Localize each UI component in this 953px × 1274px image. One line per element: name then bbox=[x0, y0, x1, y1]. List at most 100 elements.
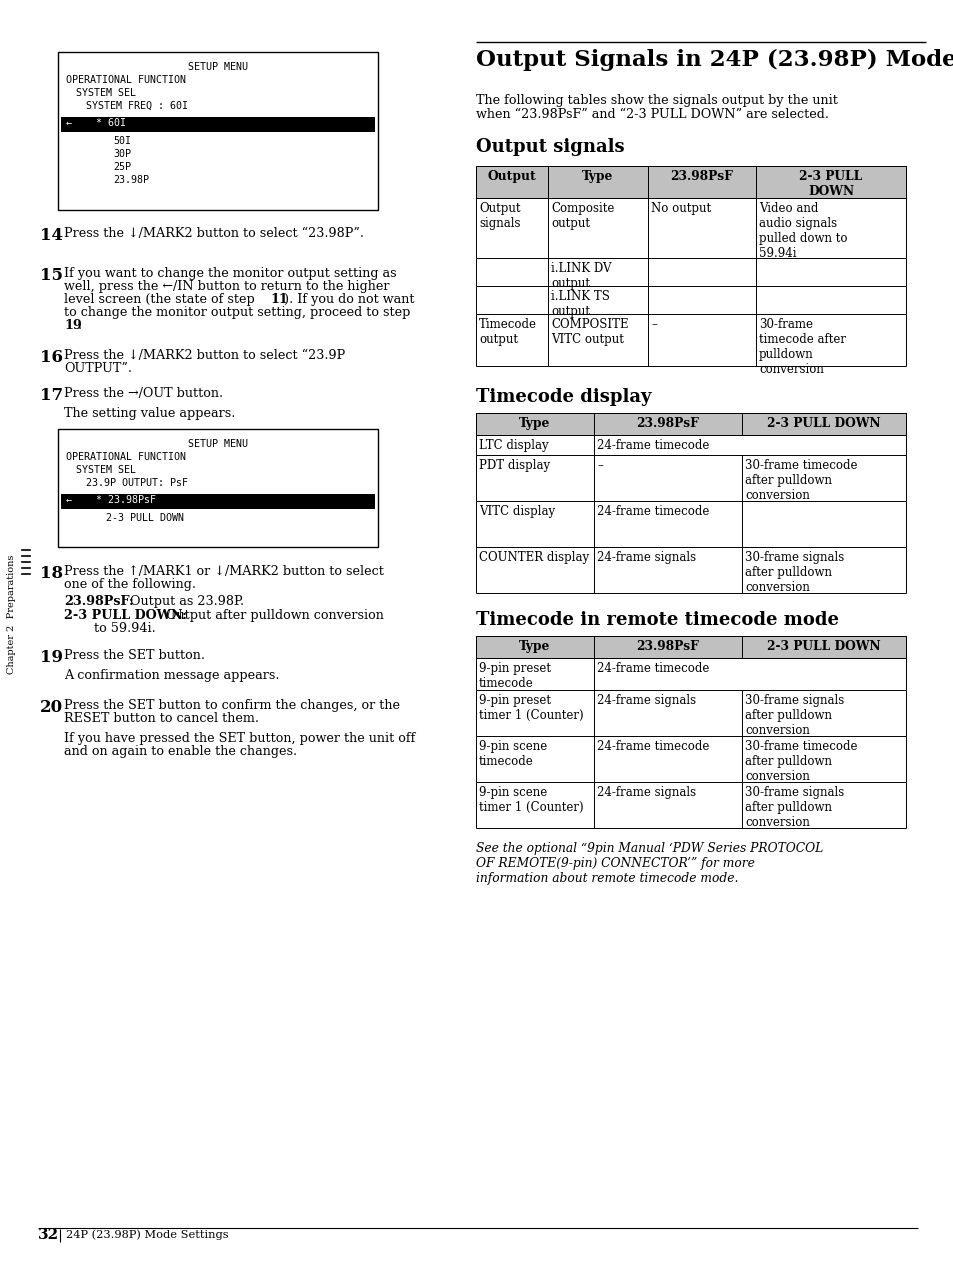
Text: ←    * 23.98PsF: ← * 23.98PsF bbox=[66, 496, 156, 505]
Text: See the optional “9pin Manual ‘PDW Series PROTOCOL
OF REMOTE(9-pin) CONNECTOR’” : See the optional “9pin Manual ‘PDW Serie… bbox=[476, 842, 822, 885]
Text: No output: No output bbox=[650, 203, 710, 215]
Text: 9-pin scene
timer 1 (Counter): 9-pin scene timer 1 (Counter) bbox=[478, 786, 583, 814]
Text: ). If you do not want: ). If you do not want bbox=[284, 293, 414, 306]
Text: 32: 32 bbox=[38, 1228, 59, 1242]
Text: 19: 19 bbox=[40, 648, 63, 666]
Text: SYSTEM FREQ : 60I: SYSTEM FREQ : 60I bbox=[86, 101, 188, 111]
Text: If you have pressed the SET button, power the unit off: If you have pressed the SET button, powe… bbox=[64, 733, 415, 745]
Text: –: – bbox=[650, 318, 657, 331]
Text: Press the ↑/MARK1 or ↓/MARK2 button to select: Press the ↑/MARK1 or ↓/MARK2 button to s… bbox=[64, 564, 383, 578]
Text: The setting value appears.: The setting value appears. bbox=[64, 406, 235, 420]
Text: 25P: 25P bbox=[112, 162, 131, 172]
Text: ←    * 60I: ← * 60I bbox=[66, 118, 126, 127]
Text: one of the following.: one of the following. bbox=[64, 578, 195, 591]
Text: level screen (the state of step: level screen (the state of step bbox=[64, 293, 258, 306]
Text: –: – bbox=[597, 459, 602, 471]
Text: 14: 14 bbox=[40, 227, 63, 245]
Text: 19: 19 bbox=[64, 318, 82, 333]
Bar bbox=[476, 166, 905, 197]
Text: when “23.98PsF” and “2-3 PULL DOWN” are selected.: when “23.98PsF” and “2-3 PULL DOWN” are … bbox=[476, 108, 828, 121]
Text: Output
signals: Output signals bbox=[478, 203, 520, 231]
Text: OPERATIONAL FUNCTION: OPERATIONAL FUNCTION bbox=[66, 452, 186, 462]
Text: .: . bbox=[78, 318, 82, 333]
Text: 23.9P OUTPUT: PsF: 23.9P OUTPUT: PsF bbox=[86, 478, 188, 488]
Text: 24-frame timecode: 24-frame timecode bbox=[597, 440, 709, 452]
Text: SYSTEM SEL: SYSTEM SEL bbox=[76, 465, 136, 475]
Bar bbox=[476, 636, 905, 657]
Text: Video and
audio signals
pulled down to
59.94i: Video and audio signals pulled down to 5… bbox=[759, 203, 846, 260]
Text: Type: Type bbox=[518, 417, 550, 431]
Text: Output after pulldown conversion: Output after pulldown conversion bbox=[162, 609, 383, 622]
Text: 23.98P: 23.98P bbox=[112, 175, 149, 185]
Text: COMPOSITE
VITC output: COMPOSITE VITC output bbox=[551, 318, 628, 347]
Text: Press the ↓/MARK2 button to select “23.98P”.: Press the ↓/MARK2 button to select “23.9… bbox=[64, 227, 364, 240]
Text: 24-frame signals: 24-frame signals bbox=[597, 786, 696, 799]
Text: Chapter 2  Preparations: Chapter 2 Preparations bbox=[8, 554, 16, 674]
Text: 24-frame signals: 24-frame signals bbox=[597, 694, 696, 707]
Text: 30-frame
timecode after
pulldown
conversion: 30-frame timecode after pulldown convers… bbox=[759, 318, 845, 376]
Text: The following tables show the signals output by the unit: The following tables show the signals ou… bbox=[476, 94, 837, 107]
Text: 18: 18 bbox=[40, 564, 63, 582]
Text: PDT display: PDT display bbox=[478, 459, 550, 471]
Text: 24-frame timecode: 24-frame timecode bbox=[597, 662, 709, 675]
Text: A confirmation message appears.: A confirmation message appears. bbox=[64, 669, 279, 682]
Text: 23.98PsF: 23.98PsF bbox=[636, 640, 699, 654]
Text: COUNTER display: COUNTER display bbox=[478, 550, 589, 564]
Text: 30-frame timecode
after pulldown
conversion: 30-frame timecode after pulldown convers… bbox=[744, 459, 857, 502]
Text: Type: Type bbox=[518, 640, 550, 654]
Text: Type: Type bbox=[581, 169, 613, 183]
Text: 16: 16 bbox=[40, 349, 63, 366]
Text: 50I: 50I bbox=[112, 136, 131, 147]
Text: Output: Output bbox=[487, 169, 536, 183]
Text: and on again to enable the changes.: and on again to enable the changes. bbox=[64, 745, 296, 758]
Bar bbox=[58, 52, 377, 210]
Text: Press the SET button to confirm the changes, or the: Press the SET button to confirm the chan… bbox=[64, 699, 399, 712]
Text: Timecode in remote timecode mode: Timecode in remote timecode mode bbox=[476, 612, 838, 629]
Text: 11: 11 bbox=[270, 293, 288, 306]
Text: Timecode display: Timecode display bbox=[476, 389, 651, 406]
Bar bbox=[476, 413, 905, 434]
Text: well, press the ←/IN button to return to the higher: well, press the ←/IN button to return to… bbox=[64, 280, 389, 293]
Text: 2-3 PULL DOWN: 2-3 PULL DOWN bbox=[766, 417, 880, 431]
Text: i.LINK TS
output: i.LINK TS output bbox=[551, 290, 609, 318]
Text: 30P: 30P bbox=[112, 149, 131, 159]
Text: Output Signals in 24P (23.98P) Mode: Output Signals in 24P (23.98P) Mode bbox=[476, 48, 953, 71]
Text: 9-pin preset
timecode: 9-pin preset timecode bbox=[478, 662, 551, 691]
Text: Output signals: Output signals bbox=[476, 138, 624, 155]
Text: 2-3 PULL DOWN: 2-3 PULL DOWN bbox=[106, 513, 184, 524]
Text: i.LINK DV
output: i.LINK DV output bbox=[551, 262, 611, 290]
Text: OPERATIONAL FUNCTION: OPERATIONAL FUNCTION bbox=[66, 75, 186, 85]
Text: LTC display: LTC display bbox=[478, 440, 548, 452]
Text: 2-3 PULL
DOWN: 2-3 PULL DOWN bbox=[799, 169, 862, 197]
Text: SETUP MENU: SETUP MENU bbox=[188, 62, 248, 73]
Bar bbox=[58, 429, 377, 547]
Text: 2-3 PULL DOWN:: 2-3 PULL DOWN: bbox=[64, 609, 187, 622]
Text: 30-frame timecode
after pulldown
conversion: 30-frame timecode after pulldown convers… bbox=[744, 740, 857, 784]
Text: SYSTEM SEL: SYSTEM SEL bbox=[76, 88, 136, 98]
Text: 30-frame signals
after pulldown
conversion: 30-frame signals after pulldown conversi… bbox=[744, 550, 843, 594]
Text: 20: 20 bbox=[40, 699, 63, 716]
Text: Press the ↓/MARK2 button to select “23.9P: Press the ↓/MARK2 button to select “23.9… bbox=[64, 349, 345, 362]
Text: 2-3 PULL DOWN: 2-3 PULL DOWN bbox=[766, 640, 880, 654]
Text: to change the monitor output setting, proceed to step: to change the monitor output setting, pr… bbox=[64, 306, 410, 318]
Text: 15: 15 bbox=[40, 268, 63, 284]
Text: Output as 23.98P.: Output as 23.98P. bbox=[126, 595, 244, 608]
Text: 24P (23.98P) Mode Settings: 24P (23.98P) Mode Settings bbox=[66, 1229, 229, 1240]
Text: SETUP MENU: SETUP MENU bbox=[188, 440, 248, 448]
Text: 23.98PsF:: 23.98PsF: bbox=[64, 595, 133, 608]
Text: If you want to change the monitor output setting as: If you want to change the monitor output… bbox=[64, 268, 396, 280]
Text: 24-frame signals: 24-frame signals bbox=[597, 550, 696, 564]
Text: Composite
output: Composite output bbox=[551, 203, 614, 231]
Text: 24-frame timecode: 24-frame timecode bbox=[597, 740, 709, 753]
Text: to 59.94i.: to 59.94i. bbox=[94, 622, 155, 634]
Bar bbox=[61, 117, 375, 132]
Text: VITC display: VITC display bbox=[478, 505, 555, 519]
Text: 17: 17 bbox=[40, 387, 63, 404]
Text: 23.98PsF: 23.98PsF bbox=[670, 169, 733, 183]
Text: 23.98PsF: 23.98PsF bbox=[636, 417, 699, 431]
Text: 9-pin preset
timer 1 (Counter): 9-pin preset timer 1 (Counter) bbox=[478, 694, 583, 722]
Text: 30-frame signals
after pulldown
conversion: 30-frame signals after pulldown conversi… bbox=[744, 786, 843, 829]
Text: 9-pin scene
timecode: 9-pin scene timecode bbox=[478, 740, 547, 768]
Bar bbox=[61, 494, 375, 510]
Text: OUTPUT”.: OUTPUT”. bbox=[64, 362, 132, 375]
